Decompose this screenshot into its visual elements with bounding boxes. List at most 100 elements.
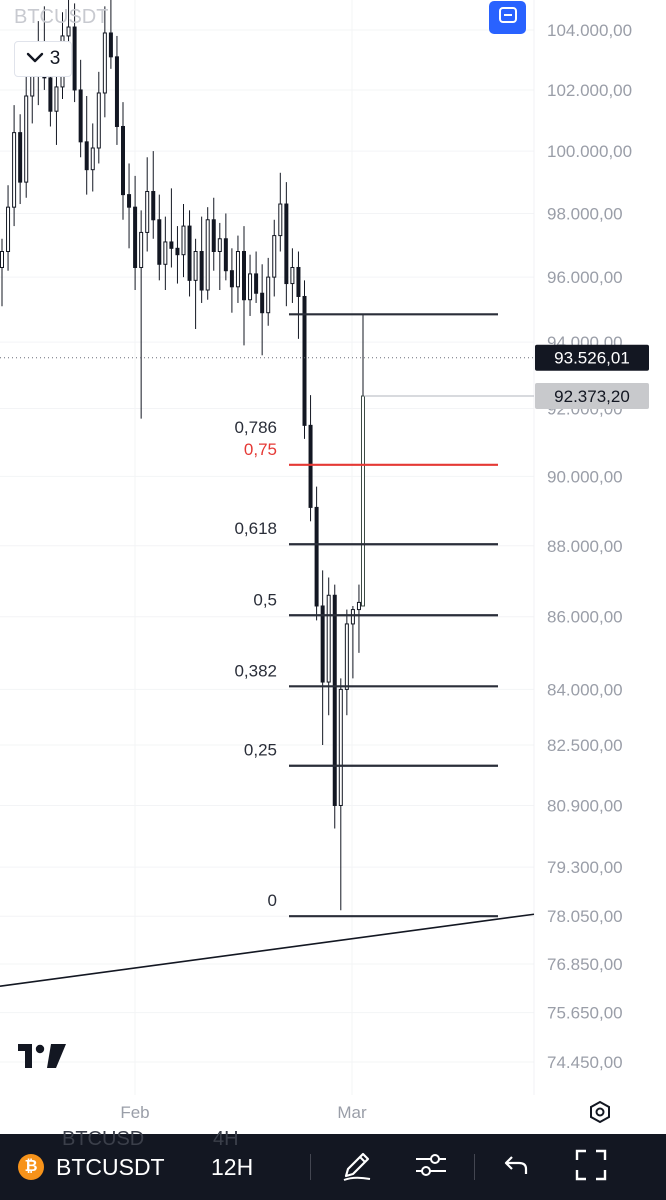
- price-tick-label: 84.000,00: [547, 680, 623, 699]
- price-tick-label: 102.000,00: [547, 81, 632, 100]
- candle-body: [55, 87, 58, 111]
- candle: [321, 570, 324, 745]
- last-price-badge-text: 93.526,01: [554, 349, 630, 368]
- chart-settings-icon[interactable]: [588, 1100, 612, 1129]
- price-axis[interactable]: 104.000,00 102.000,00 100.000,00 98.000,00 9…: [547, 21, 632, 1072]
- symbol-selector[interactable]: ₿ BTCUSDT: [18, 1134, 165, 1200]
- price-tick-label: 79.300,00: [547, 858, 623, 877]
- candle: [309, 395, 312, 521]
- candle-body: [91, 148, 94, 170]
- price-tick-label: 98.000,00: [547, 204, 623, 223]
- fullscreen-icon: [574, 1148, 608, 1187]
- candle-body: [122, 126, 125, 194]
- candle: [200, 217, 203, 303]
- interval-label: 12H: [211, 1154, 253, 1181]
- candle: [297, 252, 300, 339]
- candle: [327, 577, 330, 715]
- price-tick-label: 90.000,00: [547, 467, 623, 486]
- candle-body: [309, 425, 312, 507]
- bottom-toolbar: BTCUSD 4H ₿ BTCUSDT 12H: [0, 1134, 666, 1200]
- candle-body: [321, 606, 324, 682]
- candle-body: [97, 93, 100, 148]
- fullscreen-button[interactable]: [574, 1134, 608, 1200]
- candle-body: [285, 204, 288, 284]
- candle: [128, 163, 131, 248]
- candle: [339, 678, 342, 910]
- candle-body: [1, 252, 4, 268]
- candle: [1, 239, 4, 306]
- price-tick-label: 82.500,00: [547, 736, 623, 755]
- candle: [267, 258, 270, 326]
- candle-body: [333, 595, 336, 805]
- candle: [291, 248, 294, 303]
- time-tick-label: Feb: [120, 1103, 149, 1122]
- candle-body: [128, 195, 131, 208]
- candle: [249, 255, 252, 316]
- candle: [25, 75, 28, 198]
- interval-selector[interactable]: 12H: [211, 1134, 253, 1200]
- price-tick-label: 88.000,00: [547, 537, 623, 556]
- candle: [194, 239, 197, 329]
- candle-body: [200, 252, 203, 291]
- expand-chart-button[interactable]: [489, 1, 526, 34]
- symbol-title-ghost: BTCUSDT: [14, 6, 108, 29]
- pencil-icon: [340, 1148, 374, 1187]
- candle: [158, 195, 161, 281]
- candle-body: [297, 267, 300, 296]
- candle-body: [115, 57, 118, 127]
- candle-body: [362, 396, 365, 606]
- candle-body: [291, 267, 294, 283]
- expand-icon: [498, 6, 518, 29]
- candle-body: [357, 602, 360, 609]
- indicators-collapse-button[interactable]: 3: [14, 41, 72, 77]
- price-tick-label: 80.900,00: [547, 796, 623, 815]
- candle-body: [339, 689, 342, 805]
- bitcoin-icon: ₿: [18, 1154, 44, 1180]
- candle: [273, 220, 276, 297]
- trendline: [0, 914, 534, 986]
- candle-body: [212, 220, 215, 252]
- candle-body: [206, 220, 209, 290]
- price-tick-label: 100.000,00: [547, 142, 632, 161]
- trendline-layer[interactable]: [0, 914, 534, 986]
- candle: [279, 173, 282, 252]
- fib-level-label: 0,382: [234, 661, 277, 680]
- price-badges: 93.526,01 92.373,20: [535, 345, 649, 409]
- candle-body: [327, 595, 330, 682]
- candle-body: [176, 248, 179, 254]
- price-tick-label: 96.000,00: [547, 268, 623, 287]
- indicator-count: 3: [50, 48, 61, 70]
- last-price-line: [0, 358, 534, 396]
- fibonacci-retracement[interactable]: 0,786 0,75 0,618 0,5 0,382 0,25 0: [234, 314, 498, 916]
- candle-body: [73, 27, 76, 90]
- candle: [91, 123, 94, 191]
- candle-body: [279, 204, 282, 236]
- chart-grid: [0, 0, 534, 1095]
- candle: [13, 105, 16, 226]
- candle: [224, 213, 227, 280]
- tradingview-logo[interactable]: [18, 1044, 66, 1073]
- fib-level-label: 0,5: [253, 590, 277, 609]
- indicators-button[interactable]: [414, 1134, 448, 1200]
- candle: [230, 248, 233, 312]
- candle-body: [182, 226, 185, 255]
- undo-icon: [503, 1154, 529, 1181]
- candle-body: [267, 277, 270, 313]
- price-tick-label: 104.000,00: [547, 21, 632, 40]
- target-price-badge: 92.373,20: [535, 383, 649, 409]
- price-tick-label: 86.000,00: [547, 608, 623, 627]
- time-axis[interactable]: Feb Mar: [120, 1103, 367, 1122]
- target-price-badge-text: 92.373,20: [554, 387, 630, 406]
- candle: [176, 226, 179, 283]
- drawing-tools-button[interactable]: [340, 1134, 374, 1200]
- candle: [152, 151, 155, 239]
- price-tick-label: 74.450,00: [547, 1053, 623, 1072]
- candle-body: [351, 610, 354, 624]
- sliders-icon: [414, 1150, 448, 1185]
- price-tick-label: 76.850,00: [547, 955, 623, 974]
- symbol-label: BTCUSDT: [56, 1154, 165, 1181]
- candle: [182, 204, 185, 277]
- undo-button[interactable]: [503, 1134, 529, 1200]
- candle-body: [303, 296, 306, 425]
